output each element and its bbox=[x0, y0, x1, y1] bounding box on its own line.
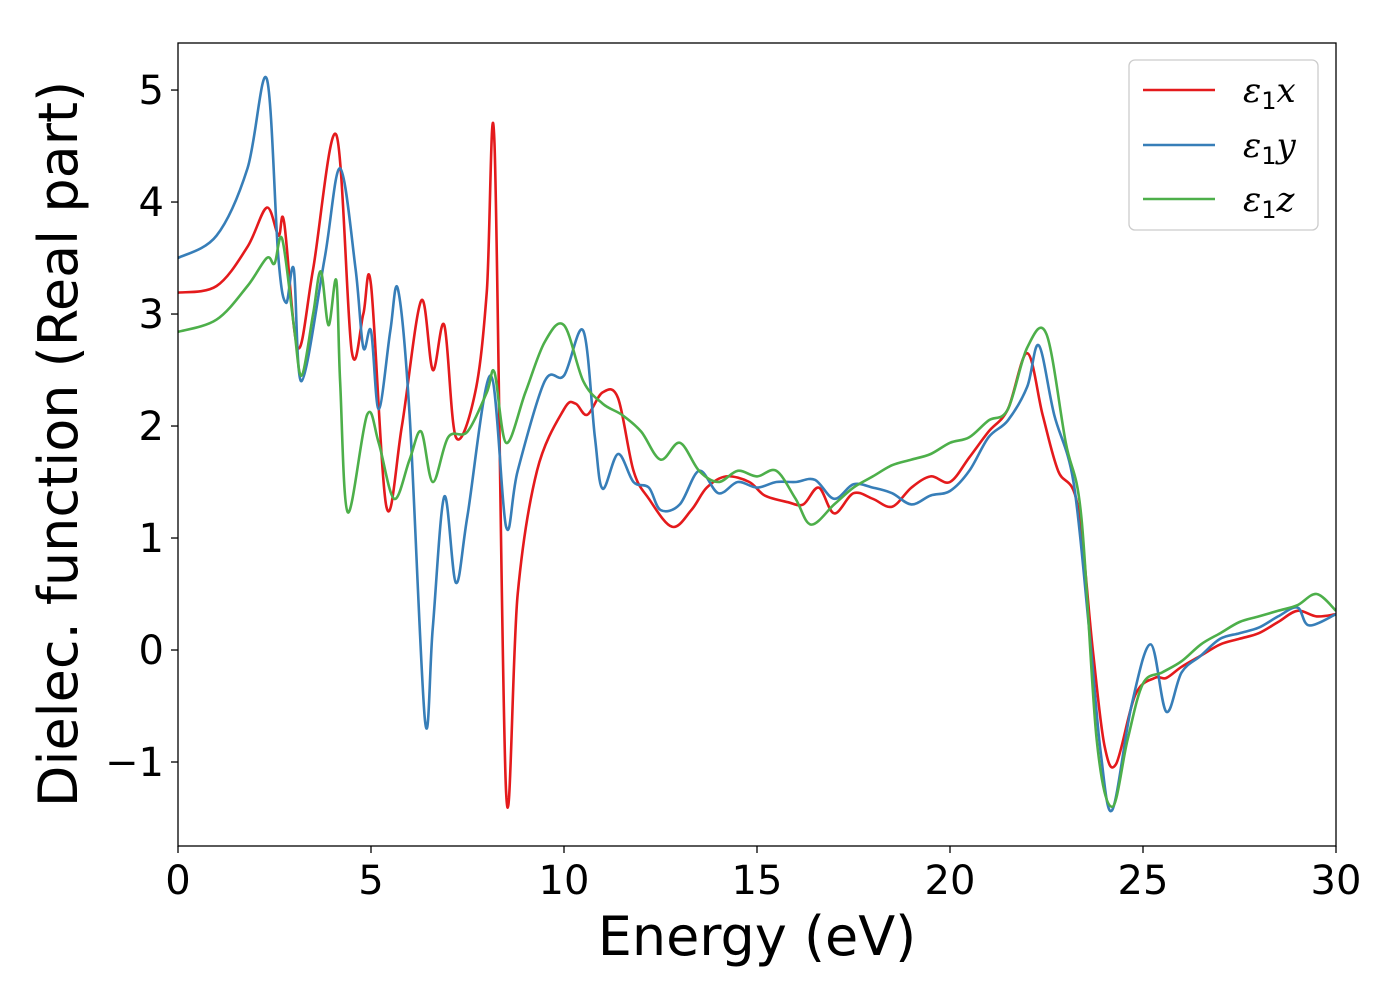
series-layer bbox=[178, 75, 1336, 813]
x-tick-label: 5 bbox=[358, 858, 383, 904]
y-tick-label: 3 bbox=[139, 292, 164, 338]
x-axis: 0 5 10 15 20 25 30 bbox=[165, 846, 1361, 904]
legend-box bbox=[1128, 59, 1319, 231]
series-eps1-x-line bbox=[178, 121, 1336, 809]
y-axis: −1 0 1 2 3 4 5 bbox=[105, 68, 178, 786]
x-axis-label: Energy (eV) bbox=[598, 905, 917, 968]
y-tick-label: 2 bbox=[139, 404, 164, 450]
legend-label: ε1z bbox=[1243, 180, 1296, 224]
legend-label: ε1y bbox=[1243, 126, 1297, 170]
y-tick-label: 4 bbox=[139, 180, 164, 226]
y-axis-label: Dielec. function (Real part) bbox=[27, 81, 90, 807]
series-eps1-z-line bbox=[178, 235, 1336, 809]
series-eps1-y-line bbox=[178, 75, 1336, 813]
legend: ε1x ε1y ε1z bbox=[1128, 59, 1319, 231]
x-tick-label: 20 bbox=[925, 858, 976, 904]
y-tick-label: −1 bbox=[105, 740, 164, 786]
y-tick-label: 0 bbox=[139, 628, 164, 674]
x-tick-label: 25 bbox=[1118, 858, 1169, 904]
x-tick-label: 10 bbox=[539, 858, 590, 904]
y-tick-label: 1 bbox=[139, 516, 164, 562]
x-tick-label: 0 bbox=[165, 858, 190, 904]
x-tick-label: 30 bbox=[1311, 858, 1362, 904]
x-tick-label: 15 bbox=[732, 858, 783, 904]
y-tick-label: 5 bbox=[139, 68, 164, 114]
legend-label: ε1x bbox=[1243, 71, 1296, 115]
